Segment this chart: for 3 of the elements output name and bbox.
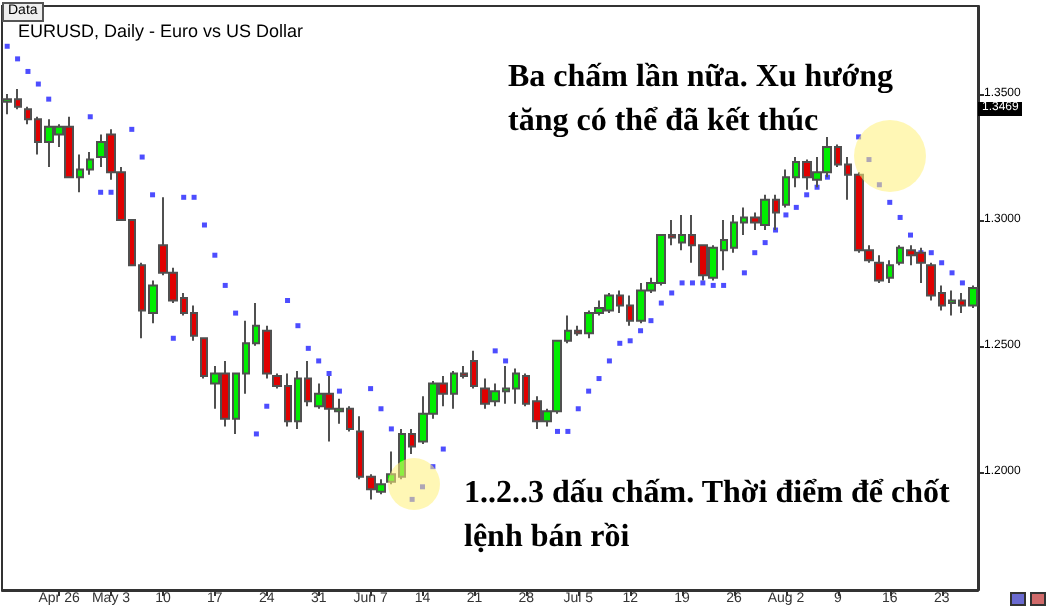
annotation: 1..2..3 dấu chấm. Thời điểm để chốt lệnh bán rồi bbox=[464, 474, 952, 558]
annotation: Ba chấm lần nữa. Xu hướng tăng có thể đã kết thúc bbox=[508, 58, 896, 142]
text: EURUSD, Daily - Euro vs US Dollar bbox=[18, 21, 304, 41]
